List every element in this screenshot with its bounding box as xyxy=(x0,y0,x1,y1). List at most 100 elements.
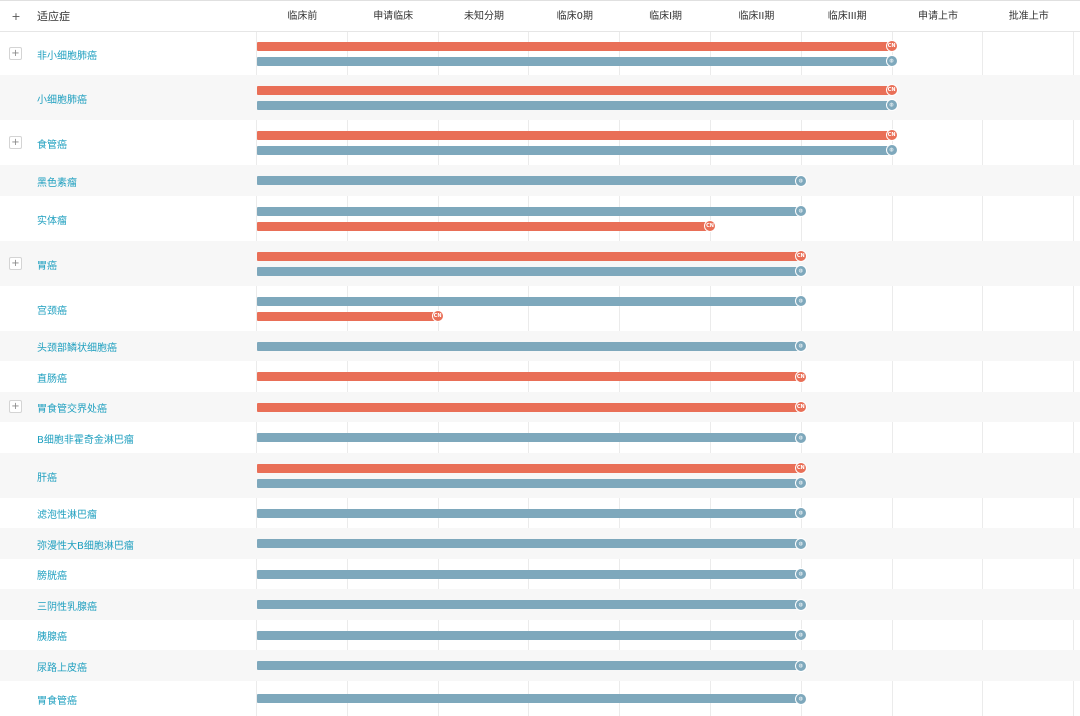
cn-progress-bar[interactable] xyxy=(257,402,801,412)
globe-icon[interactable]: ◍ xyxy=(885,144,898,156)
table-row[interactable]: 黑色素瘤 ◍ xyxy=(0,165,1080,196)
table-row[interactable]: + 食管癌 CN ◍ xyxy=(0,120,1080,165)
globe-icon[interactable]: ◍ xyxy=(885,99,898,111)
indication-link[interactable]: B细胞非霍奇金淋巴瘤 xyxy=(37,434,134,446)
table-row[interactable]: 直肠癌 CN xyxy=(0,361,1080,392)
expand-all-icon[interactable]: + xyxy=(11,10,21,23)
cn-region-icon[interactable]: CN xyxy=(794,370,807,383)
indication-link[interactable]: 头颈部鳞状细胞癌 xyxy=(37,343,117,354)
cn-progress-bar[interactable] xyxy=(257,311,438,321)
table-row[interactable]: 头颈部鳞状细胞癌 ◍ xyxy=(0,331,1080,361)
global-progress-bar[interactable] xyxy=(257,661,801,670)
indication-link[interactable]: 宫颈癌 xyxy=(37,305,67,317)
cn-region-icon[interactable]: CN xyxy=(704,220,716,232)
cn-progress-bar[interactable] xyxy=(257,251,801,261)
globe-icon[interactable]: ◍ xyxy=(794,629,807,641)
table-row[interactable]: + 胃癌 CN ◍ xyxy=(0,241,1080,286)
global-progress-bar[interactable] xyxy=(257,630,801,640)
table-row[interactable]: 尿路上皮癌 ◍ xyxy=(0,650,1080,681)
cn-progress-bar[interactable] xyxy=(257,41,892,51)
indication-link[interactable]: 直肠癌 xyxy=(37,373,67,385)
cn-progress-bar[interactable] xyxy=(257,221,710,231)
indication-link[interactable]: 小细胞肺癌 xyxy=(37,94,87,106)
cn-region-icon[interactable]: CN xyxy=(885,129,898,141)
globe-icon[interactable]: ◍ xyxy=(794,692,807,705)
cn-region-icon[interactable]: CN xyxy=(885,84,898,96)
indication-link[interactable]: 弥漫性大B细胞淋巴瘤 xyxy=(37,540,134,552)
cn-progress-bar[interactable] xyxy=(257,130,892,140)
expand-row-icon[interactable]: + xyxy=(9,46,22,60)
indication-link[interactable]: 实体瘤 xyxy=(37,215,67,227)
indication-link[interactable]: 食管癌 xyxy=(37,139,67,151)
cn-region-icon[interactable]: CN xyxy=(885,40,898,52)
globe-icon[interactable]: ◍ xyxy=(794,265,807,277)
globe-icon[interactable]: ◍ xyxy=(794,568,807,580)
indication-link[interactable]: 胰腺癌 xyxy=(37,632,67,643)
globe-icon[interactable]: ◍ xyxy=(794,340,807,352)
expand-row-icon[interactable]: + xyxy=(9,256,22,270)
indication-link[interactable]: 尿路上皮癌 xyxy=(37,662,87,674)
cn-progress-bar[interactable] xyxy=(257,372,801,381)
global-progress-bar[interactable] xyxy=(257,206,801,216)
global-progress-bar[interactable] xyxy=(257,145,892,155)
global-progress-bar[interactable] xyxy=(257,296,801,306)
global-progress-bar[interactable] xyxy=(257,478,801,488)
table-row[interactable]: 膀胱癌 ◍ xyxy=(0,559,1080,589)
expand-row-icon[interactable]: + xyxy=(9,135,22,149)
cn-region-icon[interactable]: CN xyxy=(794,462,807,474)
indication-link[interactable]: 三阴性乳腺癌 xyxy=(37,601,97,613)
expand-row-icon[interactable]: + xyxy=(9,400,22,413)
indication-link[interactable]: 肝癌 xyxy=(37,472,57,484)
globe-icon[interactable]: ◍ xyxy=(794,431,807,444)
globe-icon[interactable]: ◍ xyxy=(794,598,807,611)
indication-link[interactable]: 膀胱癌 xyxy=(37,571,67,582)
stage-header-1: 申请临床 xyxy=(373,11,414,22)
globe-icon[interactable]: ◍ xyxy=(794,507,807,519)
table-row[interactable]: 胰腺癌 ◍ xyxy=(0,620,1080,650)
table-row[interactable]: 胃食管癌 ◍ xyxy=(0,681,1080,716)
global-progress-bar[interactable] xyxy=(257,176,801,185)
table-row[interactable]: 小细胞肺癌 CN ◍ xyxy=(0,75,1080,120)
table-row[interactable]: 肝癌 CN ◍ xyxy=(0,453,1080,498)
table-row[interactable]: + 非小细胞肺癌 CN ◍ xyxy=(0,32,1080,75)
global-progress-bar[interactable] xyxy=(257,600,801,609)
cn-region-icon[interactable]: CN xyxy=(431,310,444,322)
cn-progress-bar[interactable] xyxy=(257,85,892,95)
global-progress-bar[interactable] xyxy=(257,569,801,579)
globe-icon[interactable]: ◍ xyxy=(794,205,807,217)
cn-region-icon[interactable]: CN xyxy=(794,401,807,413)
stage-header-6: 临床III期 xyxy=(827,11,867,22)
table-row[interactable]: + 胃食管交界处癌 CN xyxy=(0,392,1080,422)
global-progress-bar[interactable] xyxy=(257,508,801,518)
globe-icon[interactable]: ◍ xyxy=(794,477,807,489)
indication-link[interactable]: 胃食管癌 xyxy=(37,695,77,707)
table-row[interactable]: 实体瘤 ◍ CN xyxy=(0,196,1080,241)
global-progress-bar[interactable] xyxy=(257,539,801,548)
global-progress-bar[interactable] xyxy=(257,341,801,351)
global-progress-bar[interactable] xyxy=(257,56,892,66)
table-row[interactable]: 滤泡性淋巴瘤 ◍ xyxy=(0,498,1080,528)
stage-header-5: 临床II期 xyxy=(738,11,775,22)
globe-icon[interactable]: ◍ xyxy=(794,537,807,550)
table-row[interactable]: 弥漫性大B细胞淋巴瘤 ◍ xyxy=(0,528,1080,559)
table-row[interactable]: 宫颈癌 ◍ CN xyxy=(0,286,1080,331)
table-row[interactable]: B细胞非霍奇金淋巴瘤 ◍ xyxy=(0,422,1080,453)
global-progress-bar[interactable] xyxy=(257,433,801,442)
globe-icon[interactable]: ◍ xyxy=(885,55,898,67)
globe-icon[interactable]: ◍ xyxy=(794,659,807,672)
cn-region-icon[interactable]: CN xyxy=(794,250,807,262)
global-progress-bar[interactable] xyxy=(257,694,801,703)
indication-link[interactable]: 滤泡性淋巴瘤 xyxy=(37,510,97,521)
stage-header-4: 临床I期 xyxy=(649,11,683,22)
global-progress-bar[interactable] xyxy=(257,266,801,276)
globe-icon[interactable]: ◍ xyxy=(794,295,807,307)
indication-link[interactable]: 胃食管交界处癌 xyxy=(37,404,107,415)
global-progress-bar[interactable] xyxy=(257,100,892,110)
indication-link[interactable]: 非小细胞肺癌 xyxy=(37,50,97,62)
cn-progress-bar[interactable] xyxy=(257,463,801,473)
indication-link[interactable]: 胃癌 xyxy=(37,260,57,272)
globe-icon[interactable]: ◍ xyxy=(794,174,807,187)
indication-link[interactable]: 黑色素瘤 xyxy=(37,177,77,189)
table-row[interactable]: 三阴性乳腺癌 ◍ xyxy=(0,589,1080,620)
stage-header-7: 申请上市 xyxy=(917,11,958,22)
